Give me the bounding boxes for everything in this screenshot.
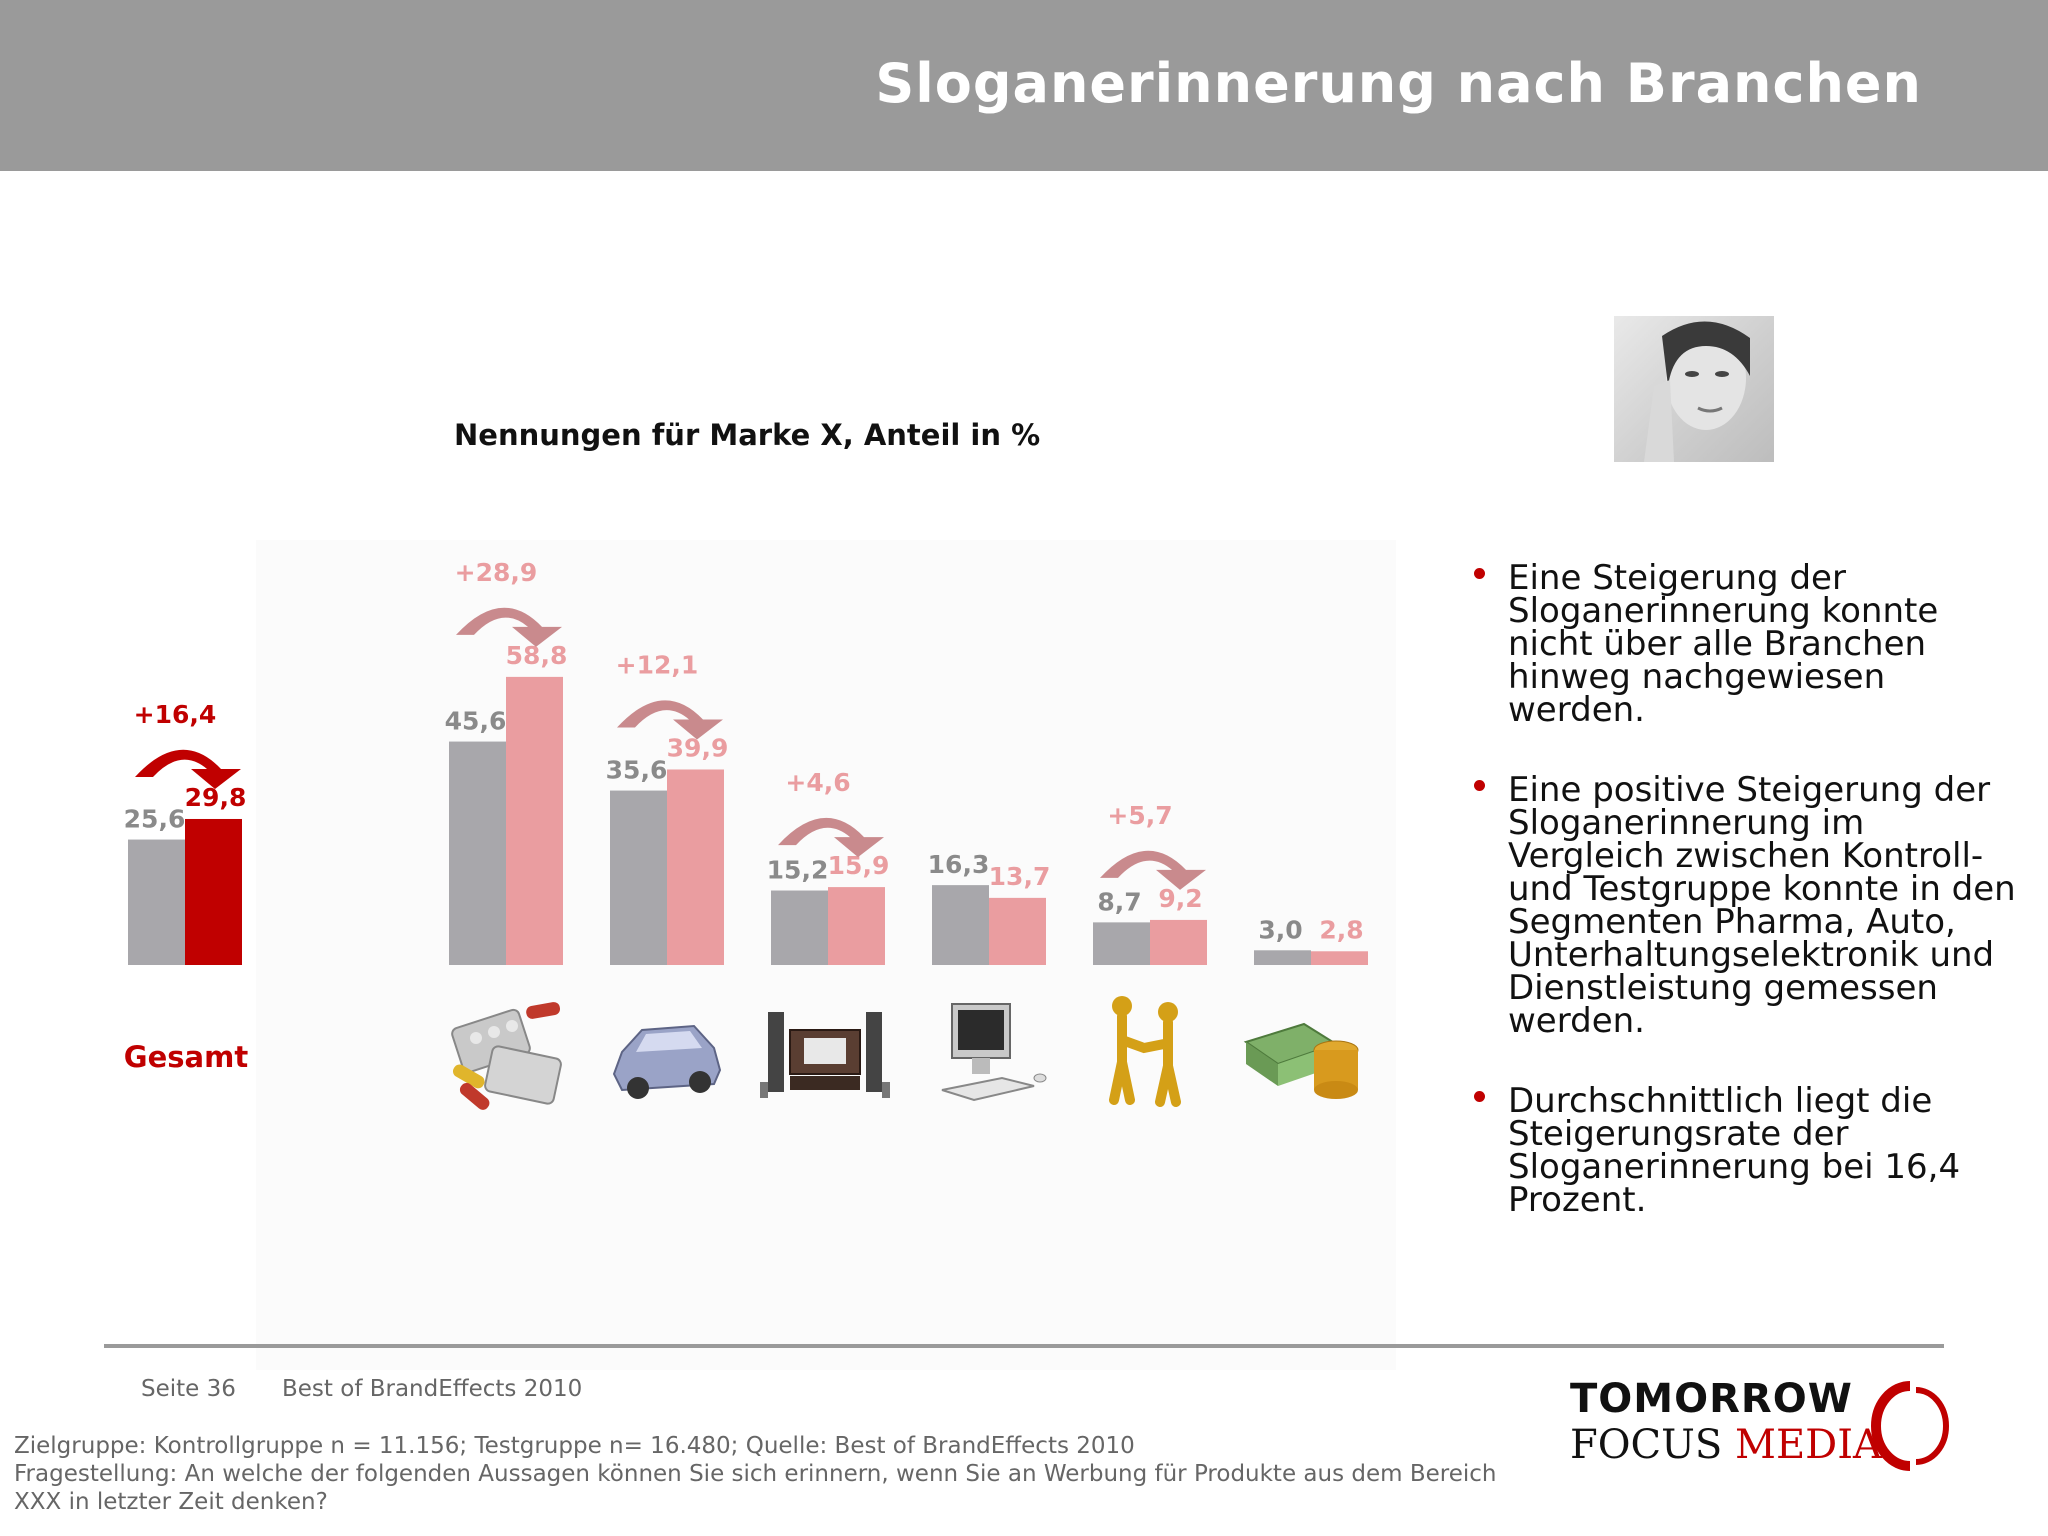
bar-control: [1093, 922, 1150, 965]
data-label-control: 25,6: [124, 805, 186, 834]
bar-control: [771, 890, 828, 965]
increase-label: +5,7: [1107, 801, 1172, 830]
hifi-system-icon: [760, 990, 890, 1120]
data-label-control: 15,2: [767, 856, 829, 885]
bullet-dot-icon: [1474, 780, 1485, 791]
footer-divider: [104, 1344, 1944, 1348]
increase-label: +4,6: [785, 768, 850, 797]
data-label-test: 13,7: [989, 862, 1051, 891]
page-title: Sloganerinnerung nach Branchen: [875, 52, 1922, 115]
logo-ring-icon: [1871, 1381, 1949, 1471]
handshake-icon: [1082, 990, 1212, 1120]
bar-test: [1311, 951, 1368, 965]
increase-arrow-icon: [135, 749, 241, 789]
bar-chart: 25,629,8+16,4 45,658,8+28,935,639,9+12,11…: [124, 558, 1368, 965]
company-logo: TOMORROW FOCUS MEDIA: [1570, 1376, 1950, 1476]
bar-control: [610, 790, 667, 965]
increase-arrow-icon: [617, 700, 723, 740]
chart-title: Nennungen für Marke X, Anteil in %: [454, 418, 1041, 452]
bar-test: [1150, 919, 1207, 965]
increase-label: +28,9: [455, 558, 538, 587]
bullet-item: Eine Steigerung der Sloganerinnerung kon…: [1470, 561, 2030, 727]
increase-arrow-icon: [778, 817, 884, 858]
bar-control: [1254, 950, 1311, 965]
bullet-dot-icon: [1474, 1091, 1485, 1102]
woman-portrait-image: [1614, 316, 1774, 462]
increase-label: +16,4: [134, 700, 217, 729]
bar-control: [128, 839, 185, 965]
footnote-question: Fragestellung: An welche der folgenden A…: [14, 1461, 1497, 1515]
money-icon: [1242, 990, 1372, 1120]
data-label-control: 45,6: [445, 707, 507, 736]
bullet-dot-icon: [1474, 568, 1485, 579]
bar-test: [185, 818, 242, 965]
data-label-test: 2,8: [1319, 915, 1363, 944]
computer-icon: [922, 990, 1052, 1120]
footer-source: Best of BrandEffects 2010: [282, 1376, 583, 1402]
bar-test: [828, 887, 885, 965]
logo-line-1: TOMORROW: [1570, 1376, 1853, 1422]
footnote-target-group: Zielgruppe: Kontrollgruppe n = 11.156; T…: [14, 1433, 1135, 1459]
bullet-item: Durchschnittlich liegt die Steigerungsra…: [1470, 1084, 2030, 1217]
key-findings-list: Eine Steigerung der Sloganerinnerung kon…: [1470, 561, 2030, 1264]
increase-label: +12,1: [616, 650, 699, 679]
bar-control: [449, 741, 506, 965]
data-label-control: 3,0: [1258, 915, 1302, 944]
data-label-control: 16,3: [928, 850, 990, 879]
footnotes: Zielgruppe: Kontrollgruppe n = 11.156; T…: [14, 1432, 1534, 1516]
car-icon: [602, 990, 732, 1120]
header-bar: Sloganerinnerung nach Branchen: [0, 0, 2048, 171]
bar-test: [506, 676, 563, 965]
pills-icon: [442, 990, 572, 1120]
page-number: Seite 36: [141, 1376, 236, 1402]
bar-test: [667, 769, 724, 965]
logo-line-2: FOCUS MEDIA: [1570, 1422, 1882, 1468]
data-label-control: 8,7: [1097, 887, 1141, 916]
data-label-control: 35,6: [606, 756, 668, 785]
category-label-gesamt: Gesamt: [123, 1040, 249, 1074]
bullet-item: Eine positive Steigerung der Sloganerinn…: [1470, 773, 2030, 1038]
bar-test: [989, 897, 1046, 965]
increase-arrow-icon: [456, 607, 562, 647]
bar-control: [932, 885, 989, 965]
increase-arrow-icon: [1100, 850, 1206, 890]
